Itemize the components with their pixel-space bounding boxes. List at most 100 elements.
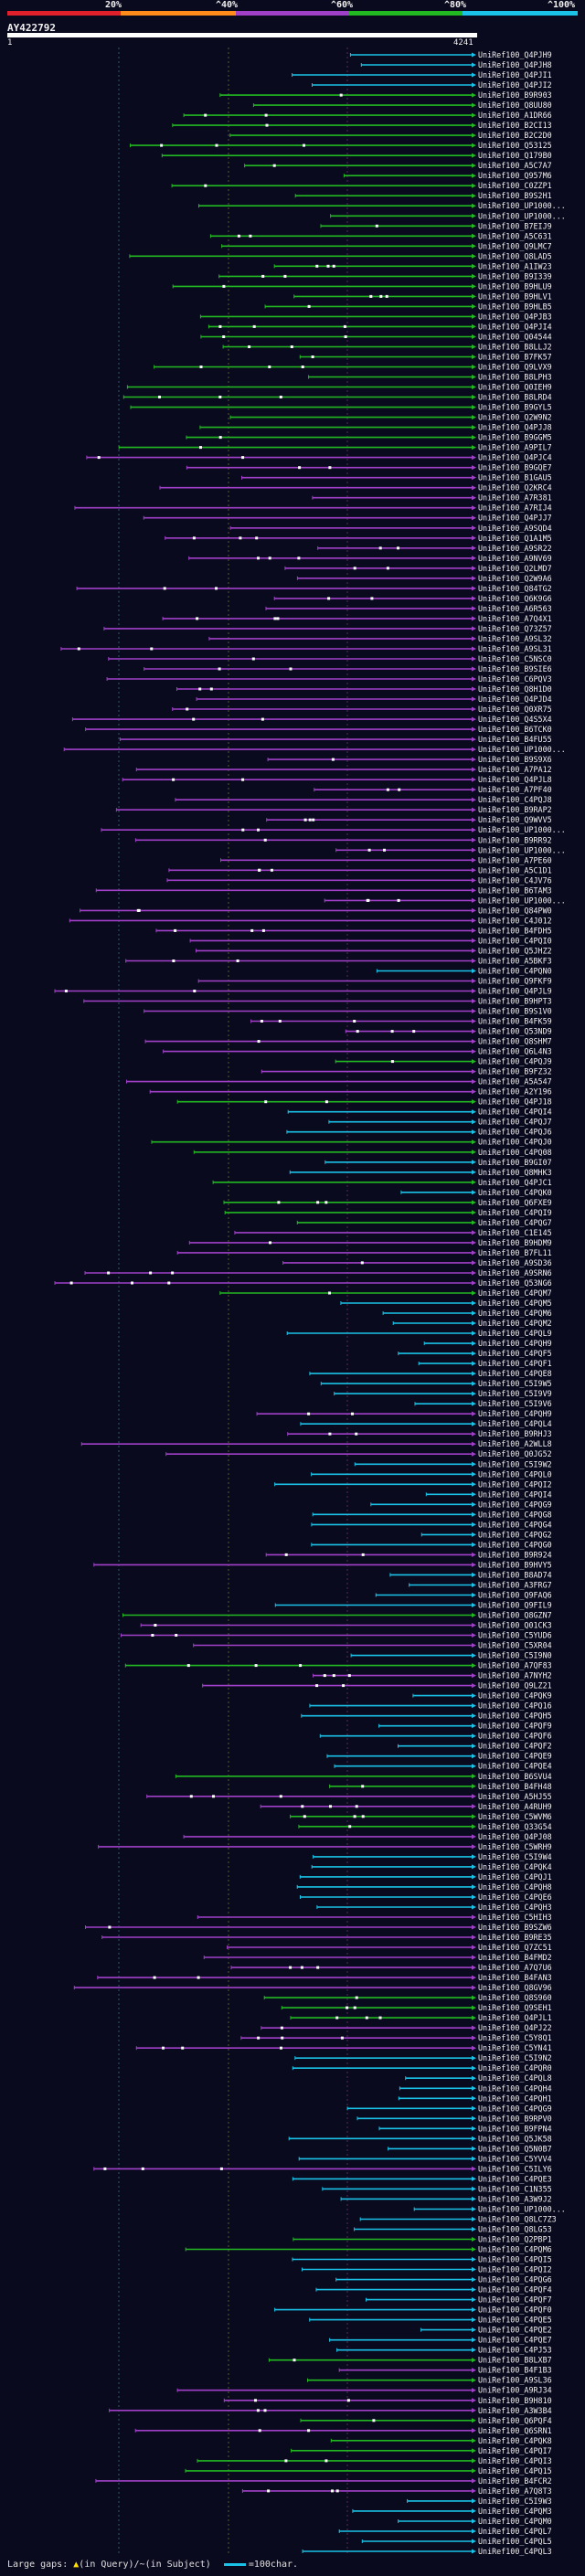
hit-row[interactable]: UniRef100_C4PQ15	[185, 2466, 552, 2475]
hit-label[interactable]: UniRef100_Q6L4N3	[478, 1047, 552, 1056]
hit-label[interactable]: UniRef100_B1GAU5	[478, 473, 552, 482]
hit-row[interactable]: UniRef100_A5C1D1	[168, 865, 552, 875]
hit-label[interactable]: UniRef100_A5C631	[478, 231, 552, 240]
hit-label[interactable]: UniRef100_C5Y8Q1	[478, 2033, 552, 2042]
hit-label[interactable]: UniRef100_C4PQG0	[478, 1540, 552, 1549]
hit-label[interactable]: UniRef100_UP1000...	[478, 825, 566, 834]
hit-row[interactable]: UniRef100_B9GGM5	[186, 433, 552, 442]
hit-label[interactable]: UniRef100_C4PQE3	[478, 2174, 552, 2183]
hit-row[interactable]: UniRef100_C4J012	[69, 916, 552, 925]
hit-label[interactable]: UniRef100_C4PQE9	[478, 1752, 552, 1761]
hit-label[interactable]: UniRef100_B6TAM3	[478, 885, 552, 895]
hit-row[interactable]: UniRef100_B9GQE7	[186, 463, 552, 472]
hit-label[interactable]: UniRef100_Q0XR75	[478, 705, 552, 714]
hit-row[interactable]: UniRef100_C4PQF6	[319, 1732, 552, 1741]
hit-label[interactable]: UniRef100_C4PQR0	[478, 2063, 552, 2072]
hit-row[interactable]: UniRef100_C4PQE6	[300, 1892, 552, 1902]
hit-row[interactable]: UniRef100_C4PQF0	[274, 2306, 552, 2315]
hit-row[interactable]: UniRef100_Q2PBP1	[292, 2235, 552, 2244]
hit-row[interactable]: UniRef100_C4PQM2	[392, 1319, 552, 1328]
hit-row[interactable]: UniRef100_Q4PJI1	[292, 70, 552, 80]
hit-row[interactable]: UniRef100_A9RJ34	[176, 2386, 552, 2395]
hit-label[interactable]: UniRef100_B9I339	[478, 271, 552, 281]
hit-row[interactable]: UniRef100_B6TAM3	[95, 885, 552, 895]
hit-label[interactable]: UniRef100_Q4PJH9	[478, 50, 552, 59]
hit-row[interactable]: UniRef100_C4PQI5	[292, 2255, 552, 2264]
hit-label[interactable]: UniRef100_A5C7A7	[478, 161, 552, 170]
hit-row[interactable]: UniRef100_A7Q8T3	[241, 2486, 552, 2496]
hit-row[interactable]: UniRef100_B8LPH3	[308, 373, 552, 382]
hit-label[interactable]: UniRef100_UP1000...	[478, 201, 566, 210]
hit-label[interactable]: UniRef100_C5I9V6	[478, 1399, 552, 1408]
hit-row[interactable]: UniRef100_UP1000...	[413, 2205, 566, 2214]
hit-row[interactable]: UniRef100_Q6L4N3	[163, 1047, 552, 1056]
hit-row[interactable]: UniRef100_B9FZ32	[261, 1067, 552, 1076]
hit-label[interactable]: UniRef100_Q84TG2	[478, 584, 552, 593]
hit-row[interactable]: UniRef100_B4F1B3	[338, 2366, 552, 2375]
hit-row[interactable]: UniRef100_B9HLB5	[264, 302, 552, 311]
hit-row[interactable]: UniRef100_B7FL11	[176, 1248, 552, 1257]
hit-row[interactable]: UniRef100_B8LLJ2	[222, 343, 552, 352]
hit-label[interactable]: UniRef100_C4PQE2	[478, 2326, 552, 2335]
hit-row[interactable]: UniRef100_C4PQG9	[346, 2104, 552, 2113]
hit-label[interactable]: UniRef100_B9RR92	[478, 835, 552, 844]
hit-row[interactable]: UniRef100_C4PQJ9	[335, 1057, 552, 1066]
hit-label[interactable]: UniRef100_C4PQG2	[478, 1530, 552, 1539]
hit-label[interactable]: UniRef100_Q8H1D0	[478, 684, 552, 694]
hit-label[interactable]: UniRef100_Q6PQF4	[478, 2416, 552, 2425]
hit-label[interactable]: UniRef100_A9SRN6	[478, 1268, 552, 1277]
hit-row[interactable]: UniRef100_Q9FIL9	[274, 1601, 552, 1610]
hit-row[interactable]: UniRef100_A9NV69	[188, 554, 552, 563]
hit-label[interactable]: UniRef100_Q2W9A6	[478, 574, 552, 583]
hit-label[interactable]: UniRef100_C5I9W2	[478, 1459, 552, 1468]
hit-label[interactable]: UniRef100_B8LXB7	[478, 2356, 552, 2365]
hit-label[interactable]: UniRef100_A7QF83	[478, 1661, 552, 1670]
hit-row[interactable]: UniRef100_C4PQL0	[311, 1469, 552, 1479]
hit-row[interactable]: UniRef100_C4PQH3	[316, 1903, 552, 1912]
hit-label[interactable]: UniRef100_C4PQL8	[478, 2073, 552, 2083]
hit-label[interactable]: UniRef100_A7Q4X1	[478, 614, 552, 623]
hit-label[interactable]: UniRef100_Q9FAQ6	[478, 1591, 552, 1600]
hit-row[interactable]: UniRef100_Q4PJD4	[196, 694, 552, 704]
hit-row[interactable]: UniRef100_Q4PJC1	[212, 1178, 552, 1187]
hit-row[interactable]: UniRef100_Q8GV96	[73, 1983, 552, 1992]
hit-label[interactable]: UniRef100_Q53ND9	[478, 1027, 552, 1036]
hit-row[interactable]: UniRef100_C4JV76	[166, 875, 552, 885]
hit-label[interactable]: UniRef100_B7FL11	[478, 1248, 552, 1257]
hit-row[interactable]: UniRef100_C4PQI2	[274, 1479, 552, 1489]
hit-label[interactable]: UniRef100_Q4PJL8	[478, 775, 552, 784]
hit-label[interactable]: UniRef100_A3W9J2	[478, 2194, 552, 2203]
hit-row[interactable]: UniRef100_Q4PJL8	[122, 775, 552, 784]
hit-row[interactable]: UniRef100_C4PQK4	[311, 1862, 552, 1871]
hit-label[interactable]: UniRef100_C1E145	[478, 1228, 552, 1237]
hit-row[interactable]: UniRef100_B1GAU5	[241, 473, 552, 482]
hit-row[interactable]: UniRef100_C4PQH9	[423, 1339, 552, 1348]
hit-row[interactable]: UniRef100_B9HLU9	[172, 281, 552, 291]
hit-row[interactable]: UniRef100_C4PQM6	[382, 1309, 552, 1318]
hit-label[interactable]: UniRef100_Q9WVV5	[478, 815, 552, 824]
hit-row[interactable]: UniRef100_C4PQJ7	[328, 1118, 552, 1127]
hit-label[interactable]: UniRef100_C4PQI4	[478, 1489, 552, 1499]
hit-row[interactable]: UniRef100_UP1000...	[324, 896, 566, 905]
hit-label[interactable]: UniRef100_Q2LMD7	[478, 564, 552, 573]
hit-row[interactable]: UniRef100_A7Q7U6	[230, 1963, 552, 1972]
hit-label[interactable]: UniRef100_C4PQM2	[478, 1319, 552, 1328]
hit-label[interactable]: UniRef100_C4PQE6	[478, 1892, 552, 1902]
hit-row[interactable]: UniRef100_Q0IEH9	[126, 383, 552, 392]
hit-row[interactable]: UniRef100_Q0XR75	[172, 705, 552, 714]
hit-row[interactable]: UniRef100_Q8GZN7	[122, 1611, 552, 1620]
hit-label[interactable]: UniRef100_C4PQL7	[478, 2527, 552, 2536]
hit-label[interactable]: UniRef100_Q6SRN1	[478, 2426, 552, 2435]
hit-label[interactable]: UniRef100_Q4PJD4	[478, 694, 552, 704]
hit-label[interactable]: UniRef100_C4PQL5	[478, 2537, 552, 2546]
hit-row[interactable]: UniRef100_A5C7A7	[244, 161, 552, 170]
hit-label[interactable]: UniRef100_C4PQE4	[478, 1762, 552, 1771]
hit-label[interactable]: UniRef100_A9SD36	[478, 1258, 552, 1267]
hit-label[interactable]: UniRef100_Q4PJH8	[478, 60, 552, 69]
hit-row[interactable]: UniRef100_C4PQR0	[292, 2063, 552, 2072]
hit-label[interactable]: UniRef100_C5I9N0	[478, 1651, 552, 1660]
hit-row[interactable]: UniRef100_Q84TG2	[76, 584, 552, 593]
hit-label[interactable]: UniRef100_B9FPN4	[478, 2124, 552, 2133]
hit-row[interactable]: UniRef100_Q53125	[130, 141, 552, 150]
hit-row[interactable]: UniRef100_A5A547	[126, 1077, 552, 1087]
